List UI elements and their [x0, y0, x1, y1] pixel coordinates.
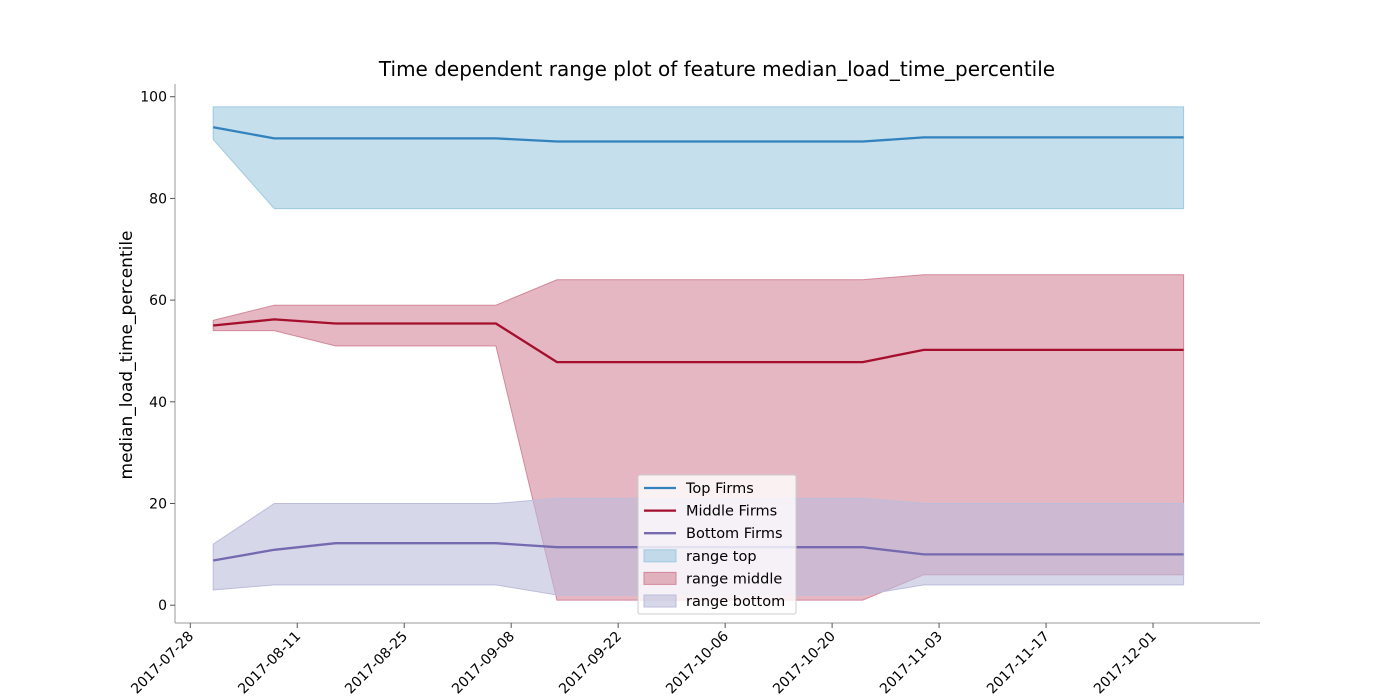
legend-label-4: range middle: [686, 571, 782, 587]
legend-label-1: Middle Firms: [686, 504, 777, 520]
x-tick-label-7: 2017-11-03: [877, 629, 946, 698]
range-areas: [212, 106, 1185, 601]
series-line-2: [213, 542, 1184, 562]
legend-label-2: Bottom Firms: [686, 526, 783, 542]
y-tick-label-4: 80: [149, 191, 167, 207]
legend-swatch-3: [643, 549, 677, 563]
y-tick-label-0: 0: [158, 598, 167, 614]
x-tick-label-1: 2017-08-11: [235, 629, 304, 698]
x-tick-label-5: 2017-10-06: [663, 628, 732, 697]
y-tick-label-3: 60: [149, 293, 167, 309]
legend-label-3: range top: [686, 549, 757, 565]
x-tick-label-3: 2017-09-08: [449, 629, 518, 698]
legend-box: [637, 474, 797, 615]
legend-swatch-5: [643, 594, 677, 608]
legend-swatch-4: [643, 571, 677, 585]
y-tick-label-1: 20: [149, 497, 167, 513]
x-tick-label-0: 2017-07-28: [128, 629, 197, 698]
legend-label-5: range bottom: [686, 594, 785, 610]
x-tick-label-4: 2017-09-22: [556, 629, 625, 698]
y-tick-label-2: 40: [149, 395, 167, 411]
x-tick-label-2: 2017-08-25: [342, 629, 411, 698]
legend-label-0: Top Firms: [685, 481, 754, 497]
x-tick-label-9: 2017-12-01: [1091, 629, 1160, 698]
x-tick-label-8: 2017-11-17: [984, 629, 1053, 698]
y-axis-label: median_load_time_percentile: [117, 231, 137, 480]
series-lines: [212, 126, 1184, 562]
y-tick-label-5: 100: [140, 90, 167, 106]
series-line-1: [213, 318, 1184, 364]
chart-title: Time dependent range plot of feature med…: [378, 57, 1055, 81]
legend: Top Firms Middle Firms Bottom Firms range t…: [637, 474, 797, 615]
x-tick-label-6: 2017-10-20: [770, 629, 839, 698]
range-area-0: [212, 106, 1185, 210]
series-line-0: [212, 126, 1184, 143]
